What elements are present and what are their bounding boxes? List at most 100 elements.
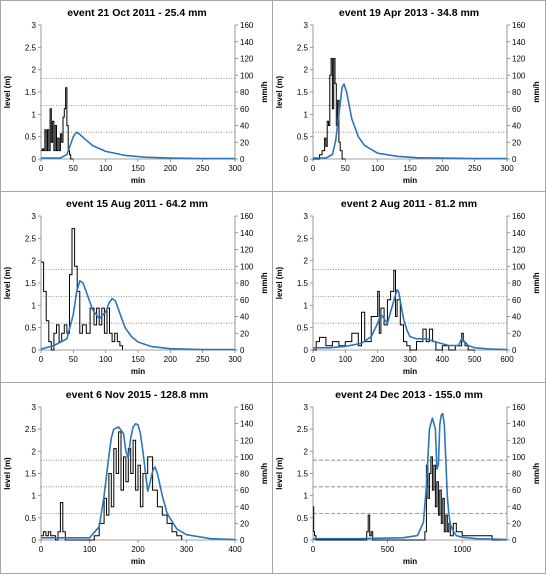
chart-3: event 15 Aug 2011 - 64.2 mm 0 0.5 1 1.5 2 2.5 3… — [3, 198, 269, 376]
x-tick-label: 1000 — [453, 545, 471, 554]
y2-axis-label: mm/h — [532, 272, 541, 293]
x-tick-label: 100 — [99, 355, 113, 364]
y-tick-label: 3 — [304, 212, 309, 221]
y-tick-label: 0 — [32, 155, 37, 164]
x-tick-label: 200 — [371, 355, 385, 364]
y2-tick-label: 40 — [512, 122, 521, 131]
y2-tick-label: 40 — [240, 313, 249, 322]
y2-tick-label: 80 — [512, 470, 521, 479]
y2-axis-label: mm/h — [532, 463, 541, 484]
y-tick-label: 2 — [32, 447, 37, 456]
rainfall-line — [41, 228, 123, 351]
y2-tick-label: 100 — [240, 262, 254, 271]
y2-tick-label: 100 — [240, 71, 254, 80]
y-tick-label: 2 — [304, 66, 309, 75]
y2-tick-label: 20 — [512, 519, 521, 528]
y-tick-label: 2.5 — [25, 43, 37, 52]
y2-tick-label: 0 — [512, 155, 517, 164]
y2-tick-label: 60 — [512, 296, 521, 305]
y-axis-label: level (m) — [3, 75, 12, 108]
x-axis-label: min — [131, 176, 145, 185]
y-tick-label: 2.5 — [297, 425, 309, 434]
x-tick-label: 600 — [500, 355, 514, 364]
x-tick-label: 200 — [164, 355, 178, 364]
chart-title: event 19 Apr 2013 - 34.8 mm — [339, 7, 479, 19]
y-tick-label: 0 — [304, 155, 309, 164]
chart-title: event 15 Aug 2011 - 64.2 mm — [66, 198, 208, 210]
x-tick-label: 300 — [180, 545, 194, 554]
x-tick-label: 0 — [311, 545, 316, 554]
panel-3: event 15 Aug 2011 - 64.2 mm 0 0.5 1 1.5 2 2.5 3… — [0, 191, 274, 384]
chart-title: event 24 Dec 2013 - 155.0 mm — [335, 389, 483, 401]
chart-6: event 24 Dec 2013 - 155.0 mm 0 0.5 1 1.5 2 2.5… — [275, 389, 541, 566]
chart-4: event 2 Aug 2011 - 81.2 mm00.511.522.530… — [275, 198, 541, 376]
y-axis-label: level (m) — [3, 266, 12, 299]
x-tick-label: 250 — [196, 164, 210, 173]
chart-title: event 21 Oct 2011 - 25.4 mm — [67, 7, 207, 19]
y2-tick-label: 80 — [240, 279, 249, 288]
y-tick-label: 1.5 — [25, 88, 37, 97]
y2-tick-label: 80 — [240, 88, 249, 97]
y2-tick-label: 80 — [240, 470, 249, 479]
y2-tick-label: 60 — [240, 105, 249, 114]
y2-tick-label: 120 — [240, 436, 254, 445]
y2-tick-label: 0 — [240, 346, 245, 355]
water-level-line — [313, 83, 507, 160]
x-tick-label: 50 — [69, 355, 78, 364]
y2-tick-label: 120 — [240, 55, 254, 64]
y2-tick-label: 160 — [240, 21, 254, 30]
y-axis-label: level (m) — [3, 457, 12, 490]
y2-tick-label: 160 — [512, 21, 526, 30]
y2-tick-label: 120 — [512, 55, 526, 64]
x-tick-label: 200 — [164, 164, 178, 173]
y-tick-label: 1 — [32, 301, 37, 310]
water-level-line — [41, 131, 235, 160]
y2-tick-label: 100 — [512, 71, 526, 80]
y2-tick-label: 40 — [512, 503, 521, 512]
chart-title: event 6 Nov 2015 - 128.8 mm — [66, 389, 208, 401]
y-tick-label: 2.5 — [25, 425, 37, 434]
y-tick-label: 2.5 — [25, 234, 37, 243]
y-tick-label: 2.5 — [297, 43, 309, 52]
x-tick-label: 400 — [436, 355, 450, 364]
x-tick-label: 250 — [468, 164, 482, 173]
chart-5: event 6 Nov 2015 - 128.8 mm 0 0.5 1 1.5 2 2.5 3… — [3, 389, 269, 566]
x-axis-label: min — [131, 367, 145, 376]
y-tick-label: 1.5 — [297, 279, 309, 288]
y-tick-label: 0.5 — [297, 514, 309, 523]
y-axis-label: level (m) — [275, 266, 284, 299]
panel-6: event 24 Dec 2013 - 155.0 mm 0 0.5 1 1.5 2 2.5… — [272, 382, 546, 574]
y2-tick-label: 0 — [240, 155, 245, 164]
x-tick-label: 150 — [131, 355, 145, 364]
y2-axis-label: mm/h — [260, 272, 269, 293]
x-tick-label: 200 — [131, 545, 145, 554]
y-tick-label: 0 — [32, 536, 37, 545]
y2-tick-label: 140 — [512, 38, 526, 47]
y2-tick-label: 100 — [512, 453, 526, 462]
y-tick-label: 0.5 — [25, 324, 37, 333]
y-tick-label: 0.5 — [25, 514, 37, 523]
y2-tick-label: 20 — [240, 519, 249, 528]
water-level-line — [41, 422, 236, 541]
chart-title: event 2 Aug 2011 - 81.2 mm — [341, 198, 477, 210]
panel-5: event 6 Nov 2015 - 128.8 mm 0 0.5 1 1.5 2 2.5 3… — [0, 382, 274, 574]
x-tick-label: 0 — [39, 355, 44, 364]
y2-tick-label: 0 — [512, 536, 517, 545]
y-tick-label: 3 — [304, 21, 309, 30]
y-tick-label: 1.5 — [25, 470, 37, 479]
chart-1: event 21 Oct 2011 - 25.4 mm 0 0.5 1 1.5 2 2.5 3… — [3, 7, 269, 185]
y-tick-label: 1.5 — [297, 470, 309, 479]
y2-tick-label: 20 — [512, 138, 521, 147]
water-level-line — [313, 412, 508, 541]
y2-tick-label: 140 — [240, 229, 254, 238]
y2-tick-label: 140 — [240, 420, 254, 429]
y2-tick-label: 60 — [240, 486, 249, 495]
y-tick-label: 3 — [32, 212, 37, 221]
y-tick-label: 1 — [304, 110, 309, 119]
water-level-line — [40, 280, 235, 351]
y2-tick-label: 20 — [240, 329, 249, 338]
y2-tick-label: 40 — [240, 122, 249, 131]
y-tick-label: 1.5 — [297, 88, 309, 97]
x-tick-label: 500 — [381, 545, 395, 554]
